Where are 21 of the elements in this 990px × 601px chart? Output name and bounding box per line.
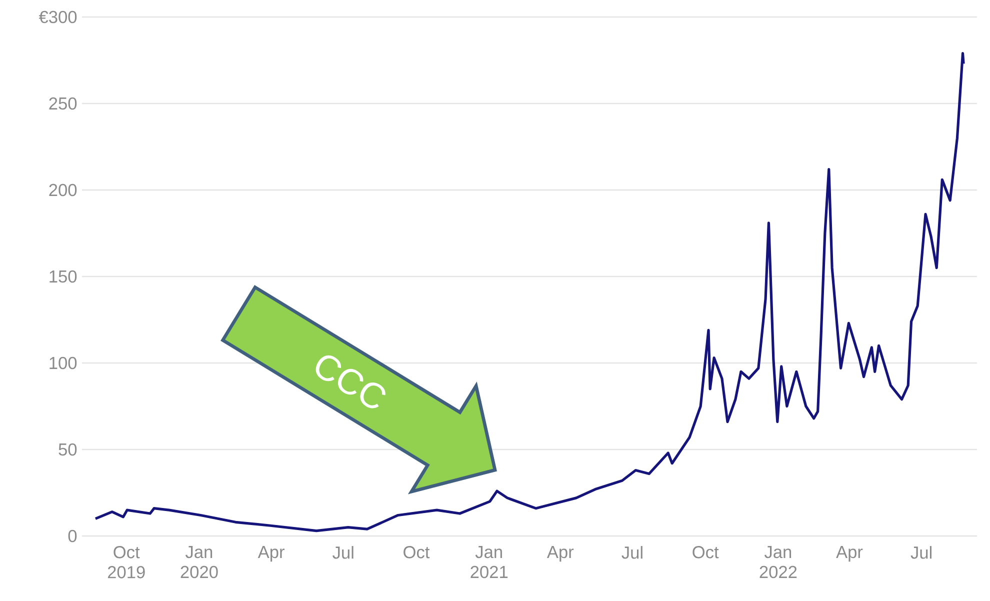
- x-tick-label: Jan 2022: [760, 546, 797, 578]
- y-tick-label: 200: [49, 184, 77, 196]
- x-tick-label: Apr: [546, 546, 574, 562]
- line-series: [94, 52, 965, 532]
- x-tick-label: Apr: [836, 546, 863, 562]
- x-tick-label: Oct: [692, 546, 719, 558]
- y-tick-label: 0: [68, 530, 77, 542]
- x-tick-label: Jul: [332, 546, 354, 559]
- x-tick-label: Apr: [258, 546, 284, 562]
- y-tick-label: 250: [49, 97, 77, 110]
- y-tick-label: 150: [50, 270, 77, 283]
- x-tick-label: Jul: [622, 546, 642, 559]
- y-tick-label: 100: [50, 356, 77, 370]
- y-tick-label: 50: [58, 443, 77, 456]
- x-tick-label: Oct 2019: [108, 546, 145, 578]
- x-tick-label: Jan 2021: [470, 546, 508, 578]
- x-tick-label: Jan 2020: [180, 546, 218, 578]
- annotation: CCC: [316, 355, 386, 408]
- x-tick-label: Oct: [404, 546, 430, 558]
- x-tick-label: Jul: [910, 546, 932, 559]
- y-tick-label: €300: [38, 10, 77, 24]
